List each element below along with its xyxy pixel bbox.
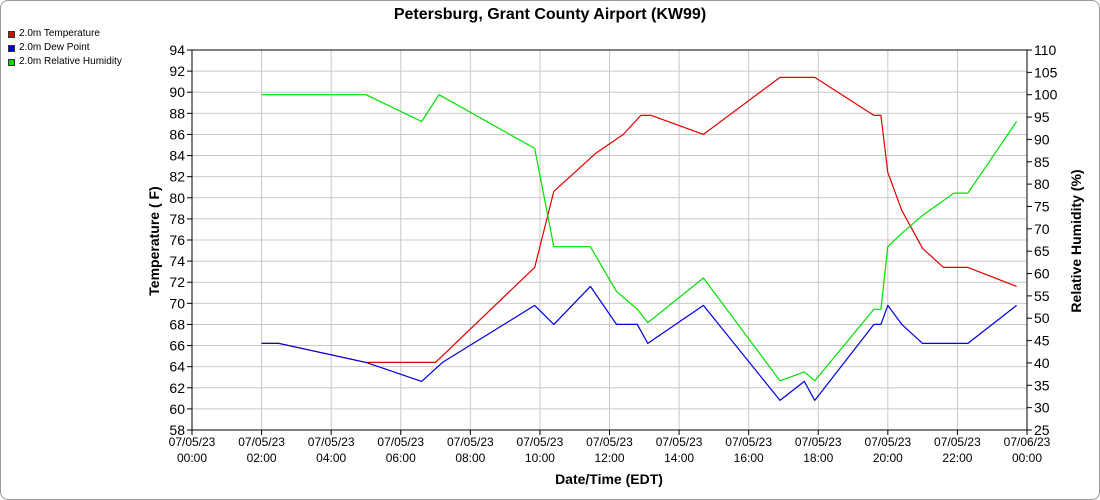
legend-swatch-relative-humidity: [8, 58, 15, 66]
x-tick-label-date: 07/05/23: [934, 435, 981, 449]
y-right-tick-label: 95: [1034, 109, 1050, 125]
x-tick-label-date: 07/05/23: [517, 435, 564, 449]
axes: 58 60 62 64 66 68 70 72 74 76 78 80 82 84 86 88 90 92 94 25…: [169, 42, 1058, 465]
plot-border: [191, 49, 1028, 431]
x-tick-label-time: 20:00: [873, 451, 903, 465]
legend: 2.0m Temperature 2.0m Dew Point 2.0m Rel…: [8, 27, 122, 69]
y-right-tick-label: 70: [1034, 221, 1050, 237]
legend-label-dew-point: 2.0m Dew Point: [19, 42, 90, 53]
y-right-tick-label: 100: [1034, 87, 1058, 103]
y-left-tick-label: 92: [169, 63, 185, 79]
legend-item-dew-point: 2.0m Dew Point: [8, 41, 122, 55]
y-left-tick-label: 88: [169, 105, 185, 121]
relative-humidity-line: [261, 94, 1018, 382]
y-left-tick-label: 58: [169, 422, 185, 438]
x-tick-label-date: 07/05/23: [795, 435, 842, 449]
y-right-tick-label: 30: [1034, 400, 1050, 416]
x-tick-label-date: 07/05/23: [864, 435, 911, 449]
y-left-tick-label: 86: [169, 126, 185, 142]
x-tick-label-time: 10:00: [525, 451, 555, 465]
y-right-tick-label: 45: [1034, 333, 1050, 349]
x-tick-label-date: 07/05/23: [238, 435, 285, 449]
y-right-tick-label: 55: [1034, 288, 1050, 304]
y-left-tick-label: 66: [169, 338, 185, 354]
y-right-tick-label: 80: [1034, 176, 1050, 192]
x-axis-label: Date/Time (EDT): [555, 471, 663, 487]
y-right-tick-label: 50: [1034, 310, 1050, 326]
y-left-tick-label: 62: [169, 380, 185, 396]
y-left-tick-label: 80: [169, 190, 185, 206]
y-axis-right-label: Relative Humidity (%): [1068, 169, 1084, 312]
y-right-tick-label: 65: [1034, 243, 1050, 259]
y-left-tick-label: 64: [169, 359, 185, 375]
y-left-tick-label: 78: [169, 211, 185, 227]
legend-label-relative-humidity: 2.0m Relative Humidity: [19, 56, 122, 67]
x-tick-label-date: 07/05/23: [377, 435, 424, 449]
y-right-tick-label: 60: [1034, 266, 1050, 282]
y-right-tick-label: 90: [1034, 131, 1050, 147]
y-left-tick-label: 60: [169, 401, 185, 417]
y-right-tick-label: 40: [1034, 355, 1050, 371]
y-left-tick-label: 68: [169, 316, 185, 332]
y-left-tick-label: 76: [169, 232, 185, 248]
x-tick-label-date: 07/06/23: [1004, 435, 1051, 449]
x-tick-label-time: 12:00: [594, 451, 624, 465]
x-tick-label-date: 07/05/23: [725, 435, 772, 449]
x-tick-label-time: 22:00: [942, 451, 972, 465]
dew-point-line: [261, 285, 1017, 401]
x-tick-label-date: 07/05/23: [447, 435, 494, 449]
x-tick-label-time: 02:00: [247, 451, 277, 465]
series-layer: [261, 76, 1018, 401]
y-right-tick-label: 35: [1034, 377, 1050, 393]
chart-title: Petersburg, Grant County Airport (KW99): [394, 6, 706, 23]
y-axis-left-label: Temperature ( F): [146, 186, 162, 295]
y-left-tick-label: 72: [169, 274, 185, 290]
y-right-tick-label: 105: [1034, 64, 1058, 80]
legend-label-temperature: 2.0m Temperature: [19, 28, 100, 39]
legend-swatch-dew-point: [8, 44, 15, 52]
legend-swatch-temperature: [8, 30, 15, 38]
x-tick-label-time: 08:00: [455, 451, 485, 465]
y-right-tick-label: 110: [1034, 42, 1057, 58]
x-tick-label-date: 07/05/23: [308, 435, 355, 449]
x-tick-label-date: 07/05/23: [656, 435, 703, 449]
y-left-tick-label: 70: [169, 295, 185, 311]
x-tick-label-time: 00:00: [177, 451, 207, 465]
grid: [191, 49, 1028, 431]
x-tick-label-time: 16:00: [734, 451, 764, 465]
y-right-tick-label: 85: [1034, 154, 1050, 170]
legend-item-temperature: 2.0m Temperature: [8, 27, 122, 41]
x-tick-label-date: 07/05/23: [169, 435, 216, 449]
x-tick-label-time: 14:00: [664, 451, 694, 465]
y-left-tick-label: 84: [169, 148, 185, 164]
y-left-tick-label: 74: [169, 253, 185, 269]
x-tick-label-time: 04:00: [316, 451, 346, 465]
x-tick-label-date: 07/05/23: [586, 435, 633, 449]
legend-item-relative-humidity: 2.0m Relative Humidity: [8, 55, 122, 69]
y-right-tick-label: 25: [1034, 422, 1050, 438]
y-left-tick-label: 90: [169, 84, 185, 100]
y-left-tick-label: 94: [169, 42, 185, 58]
y-left-tick-label: 82: [169, 169, 185, 185]
x-tick-label-time: 18:00: [803, 451, 833, 465]
x-tick-label-time: 00:00: [1012, 451, 1042, 465]
x-tick-label-time: 06:00: [386, 451, 416, 465]
y-right-tick-label: 75: [1034, 198, 1050, 214]
temperature-line: [261, 76, 1017, 363]
